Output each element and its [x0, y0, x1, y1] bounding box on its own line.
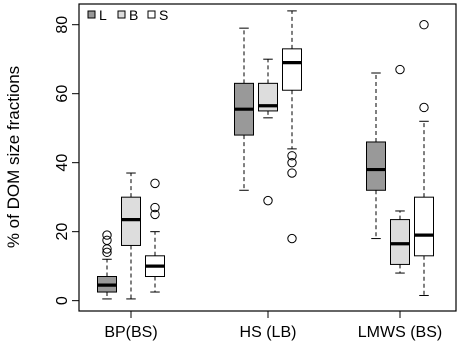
y-axis-label: % of DOM size fractions [4, 66, 23, 248]
x-tick-label-2: LMWS (BS) [358, 324, 442, 341]
outlier-point [287, 157, 297, 168]
outlier-point [419, 19, 429, 30]
box-B-1 [258, 58, 278, 206]
outlier-point [263, 195, 273, 206]
y-axis: 0 20 40 60 80 [54, 16, 79, 305]
outlier-point [150, 209, 160, 220]
legend-label-L: L [99, 7, 107, 23]
y-tick-label-0: 0 [54, 296, 71, 305]
outlier-point [102, 235, 112, 245]
y-tick-label-20: 20 [54, 223, 71, 241]
box-series-group [97, 10, 434, 300]
box-iqr [282, 48, 302, 91]
legend-swatch-S [147, 10, 156, 19]
box-L-1 [234, 27, 254, 191]
box-L-2 [366, 72, 386, 240]
box-iqr [366, 141, 386, 191]
box-B-0 [121, 172, 141, 300]
outlier-point [102, 230, 112, 240]
outlier-point [287, 168, 297, 178]
legend-swatch-B [117, 10, 126, 19]
box-iqr [121, 196, 141, 246]
y-tick-label-40: 40 [54, 154, 71, 172]
outlier-point [287, 233, 297, 244]
outlier-point [150, 202, 160, 213]
legend-label-S: S [159, 7, 168, 23]
legend-swatch-L [87, 10, 96, 19]
box-S-0 [145, 178, 165, 293]
outlier-point [395, 64, 405, 75]
box-iqr [390, 219, 410, 265]
x-tick-label-1: HS (LB) [240, 324, 297, 341]
legend-label-B: B [129, 7, 138, 23]
outlier-point [419, 102, 429, 113]
outlier-point [150, 178, 160, 189]
box-B-2 [390, 64, 410, 274]
outlier-point [287, 151, 297, 161]
plot-frame [78, 3, 457, 312]
x-axis: BP(BS) HS (LB) LMWS (BS) [104, 311, 442, 341]
y-tick-label-60: 60 [54, 85, 71, 103]
box-S-2 [414, 19, 434, 296]
box-S-1 [282, 10, 302, 244]
box-L-0 [97, 230, 117, 300]
box-iqr [414, 196, 434, 257]
box-iqr [258, 82, 278, 112]
outlier-point [102, 247, 112, 258]
y-tick-label-80: 80 [54, 16, 71, 34]
x-tick-label-0: BP(BS) [104, 324, 157, 341]
